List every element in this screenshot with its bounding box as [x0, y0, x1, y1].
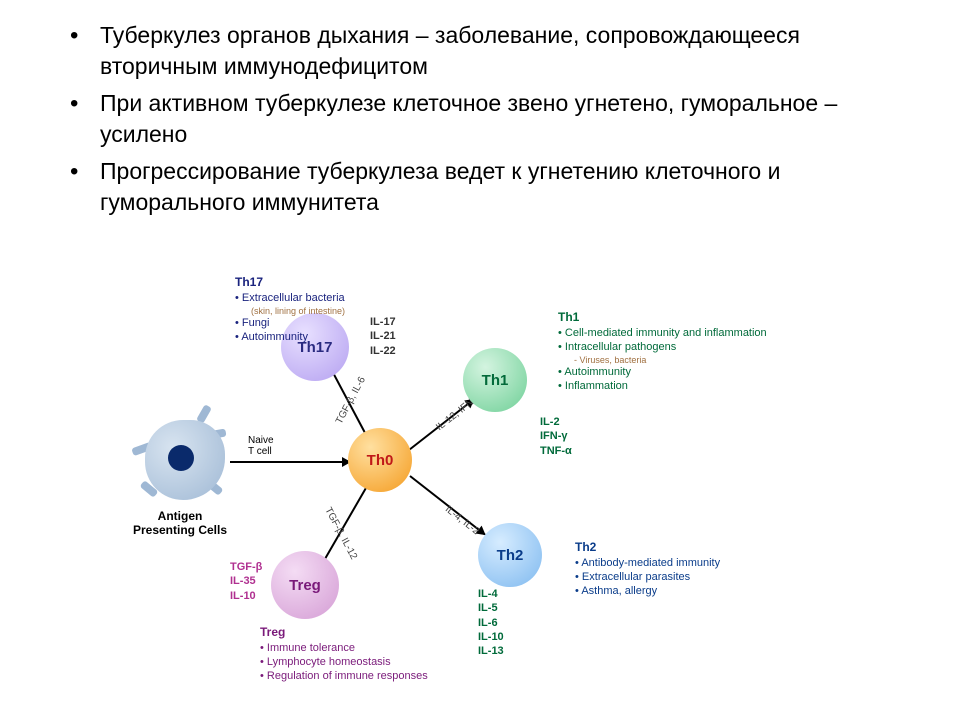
th2-info: Th2Antibody-mediated immunityExtracellul…: [575, 540, 720, 598]
cell-th1: Th1: [463, 348, 527, 412]
treg-cytokines: TGF-β IL-35 IL-10: [230, 560, 262, 603]
apc-label: Antigen Presenting Cells: [130, 510, 230, 538]
th1-cytokines: IL-2 IFN-γ TNF-α: [540, 415, 572, 458]
treg-info: TregImmune toleranceLymphocyte homeostas…: [260, 625, 428, 683]
cell-treg: Treg: [271, 551, 339, 619]
cell-th2: Th2: [478, 523, 542, 587]
bullet-item: Туберкулез органов дыхания – заболевание…: [100, 20, 900, 82]
th2-cytokines: IL-4 IL-5 IL-6 IL-10 IL-13: [478, 587, 504, 658]
tcell-diagram: Antigen Presenting Cells Naive T cell TG…: [140, 285, 800, 705]
bullet-list: Туберкулез органов дыхания – заболевание…: [0, 0, 960, 234]
th1-info: Th1Cell-mediated immunity and inflammati…: [558, 310, 767, 393]
th17-info: Th17Extracellular bacteria(skin, lining …: [235, 275, 345, 345]
th17-cytokines: IL-17 IL-21 IL-22: [370, 315, 396, 358]
bullet-item: При активном туберкулезе клеточное звено…: [100, 88, 900, 150]
edge-apc-th0: [230, 461, 350, 463]
edge-label: IL-4, IL-2: [443, 504, 481, 537]
bullet-item: Прогрессирование туберкулеза ведет к угн…: [100, 156, 900, 218]
apc-cell: Antigen Presenting Cells: [140, 415, 230, 505]
naive-tcell-label: Naive T cell: [248, 435, 274, 457]
cell-th0: Th0: [348, 428, 412, 492]
